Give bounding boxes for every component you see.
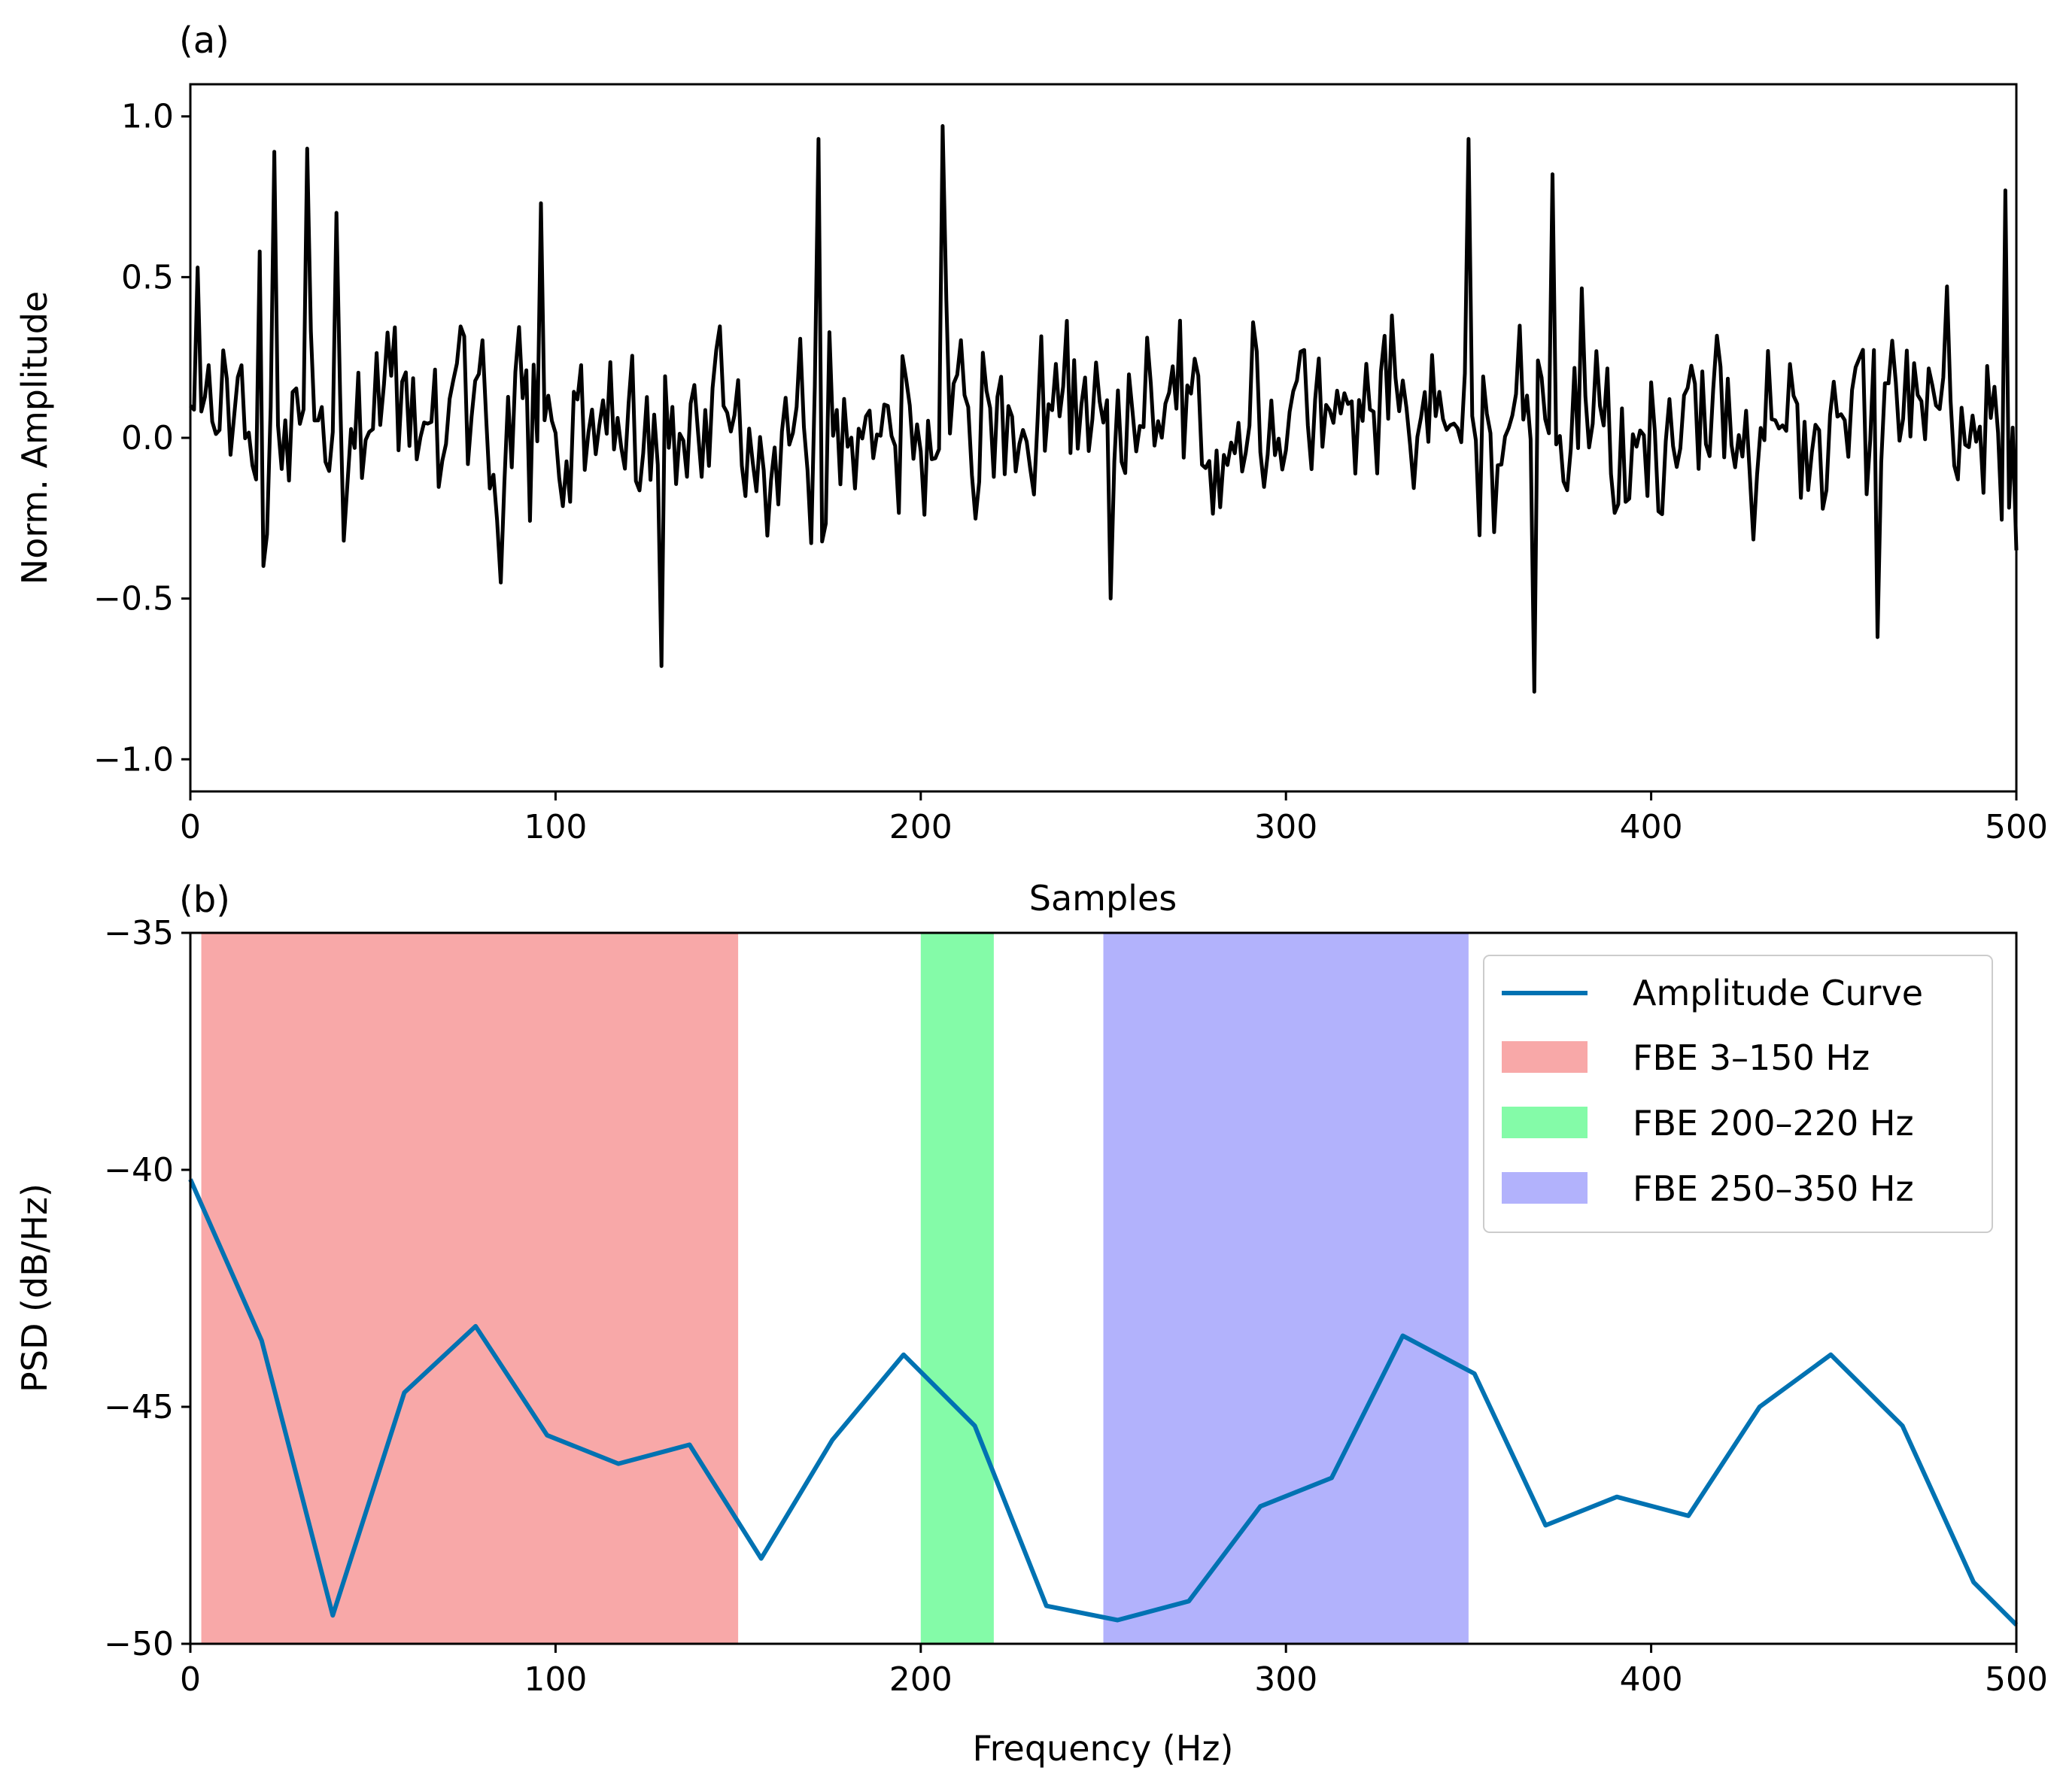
legend-label-band-1: FBE 3–150 Hz [1633, 1037, 1870, 1078]
panel-b-frame [189, 931, 2018, 1645]
panel-b-label: (b) [179, 879, 230, 921]
legend: Amplitude Curve FBE 3–150 Hz FBE 200–220… [1483, 955, 1993, 1233]
panel-b-x-tick-label: 400 [1620, 1660, 1683, 1699]
panel-a-series [189, 124, 2019, 694]
panel-b: (b) 0 100 200 300 400 500 −35 −40 −45 −50 Freque… [14, 879, 2048, 1769]
panel-a-y-axis-label: Norm. Amplitude [14, 291, 55, 585]
panel-a-x-tick-label: 200 [889, 808, 953, 846]
panel-b-bands [201, 933, 1469, 1644]
panel-b-x-tick-label: 300 [1254, 1660, 1317, 1699]
panel-a-x-tick-label: 500 [1985, 808, 2048, 846]
panel-a-x-tick-label: 400 [1620, 808, 1683, 846]
panel-a-x-tick-label: 0 [180, 808, 201, 846]
panel-b-x-tick-label: 500 [1985, 1660, 2048, 1699]
signal-line [189, 124, 2019, 694]
legend-label-band-3: FBE 250–350 Hz [1633, 1168, 1914, 1209]
panel-b-x-tick-label: 100 [524, 1660, 587, 1699]
band-2 [920, 933, 994, 1644]
legend-box [1483, 955, 1993, 1233]
panel-a-y-tick-label: 0.0 [121, 419, 174, 457]
panel-b-y-ticks: −35 −40 −45 −50 [104, 914, 190, 1663]
panel-b-x-axis-label: Frequency (Hz) [973, 1728, 1234, 1769]
panel-a-x-tick-label: 100 [524, 808, 587, 846]
panel-a-y-tick-label: −1.0 [93, 740, 174, 779]
panel-b-x-ticks: 0 100 200 300 400 500 [180, 1644, 2048, 1699]
panel-b-y-axis-label: PSD (dB/Hz) [14, 1183, 55, 1393]
panel-b-x-tick-label: 200 [889, 1660, 953, 1699]
band-3 [1103, 933, 1469, 1644]
panel-a: (a) 0 100 200 300 400 500 1.0 0.5 0.0 −0.5 −1.0 S… [14, 20, 2048, 919]
panel-a-label: (a) [179, 20, 229, 62]
legend-swatch-band-1 [1502, 1041, 1588, 1073]
legend-swatch-band-3 [1502, 1172, 1588, 1204]
band-1 [201, 933, 739, 1644]
panel-a-y-tick-label: −0.5 [93, 580, 174, 618]
panel-a-y-tick-label: 1.0 [121, 98, 174, 136]
panel-a-x-ticks: 0 100 200 300 400 500 [180, 791, 2048, 846]
panel-b-x-tick-label: 0 [180, 1660, 201, 1699]
panel-b-y-tick-label: −35 [104, 914, 174, 952]
legend-label-amplitude-curve: Amplitude Curve [1633, 973, 1923, 1013]
panel-b-y-tick-label: −40 [104, 1151, 174, 1189]
legend-swatch-band-2 [1502, 1107, 1588, 1138]
panel-a-y-tick-label: 0.5 [121, 258, 174, 296]
legend-label-band-2: FBE 200–220 Hz [1633, 1103, 1914, 1144]
panel-b-y-tick-label: −50 [104, 1625, 174, 1663]
panel-a-x-axis-label: Samples [1029, 878, 1177, 919]
panel-a-x-tick-label: 300 [1254, 808, 1317, 846]
panel-b-y-tick-label: −45 [104, 1388, 174, 1426]
panel-a-y-ticks: 1.0 0.5 0.0 −0.5 −1.0 [93, 98, 190, 779]
